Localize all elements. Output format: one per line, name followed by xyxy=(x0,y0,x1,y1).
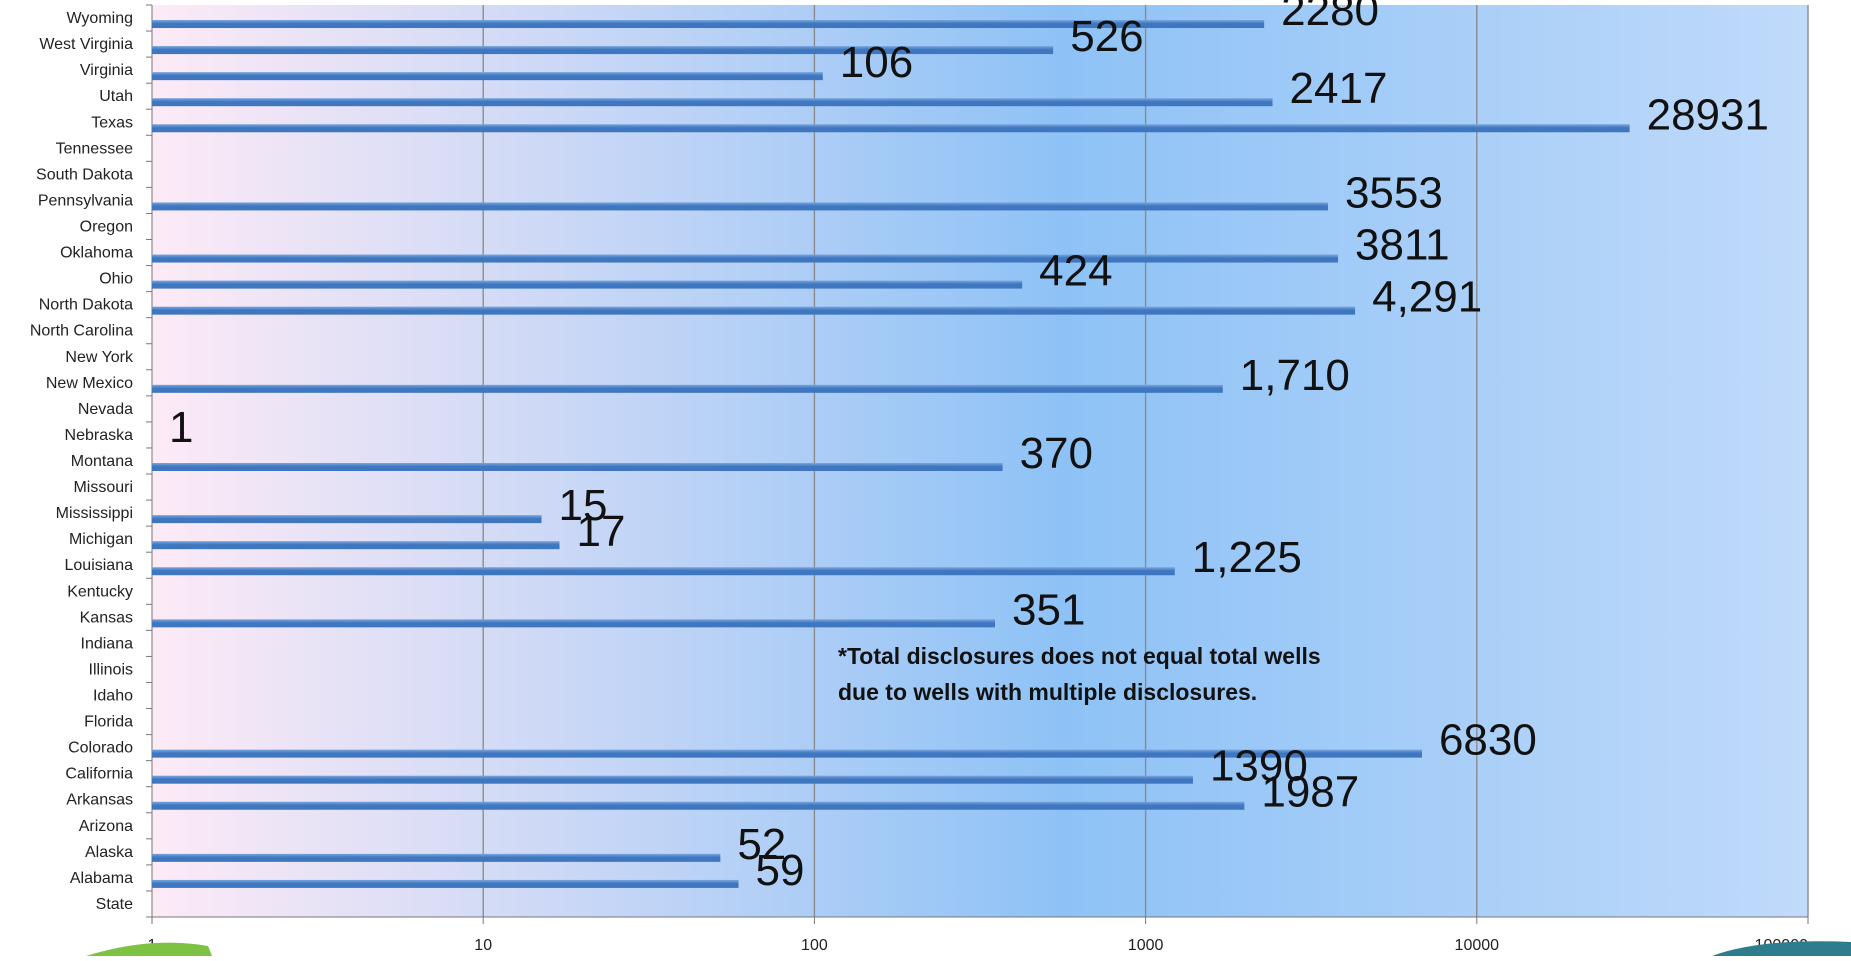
category-label: Florida xyxy=(84,714,133,731)
category-label: Virginia xyxy=(80,62,133,79)
bar xyxy=(152,749,1422,758)
data-label: 106 xyxy=(840,38,913,87)
category-label: Michigan xyxy=(69,531,133,548)
x-tick-label: 1000 xyxy=(1128,937,1164,954)
data-label: 52 xyxy=(737,820,786,869)
data-label: 370 xyxy=(1020,429,1093,478)
data-label: 2417 xyxy=(1290,64,1388,113)
category-label: Indiana xyxy=(81,635,134,652)
data-label: 1,225 xyxy=(1192,533,1302,582)
category-label: Colorado xyxy=(68,740,133,757)
category-label: Alabama xyxy=(70,870,133,887)
category-label: Mississippi xyxy=(56,505,133,522)
bar xyxy=(152,202,1328,211)
bars xyxy=(152,20,1630,888)
data-label: 15 xyxy=(559,481,608,530)
data-label: 1390 xyxy=(1210,742,1308,791)
annotation-line-2: due to wells with multiple disclosures. xyxy=(838,679,1257,705)
data-label: 526 xyxy=(1070,12,1143,61)
category-label: Idaho xyxy=(93,688,133,705)
bar xyxy=(152,567,1175,576)
bar xyxy=(152,384,1223,393)
x-tick-label: 10000 xyxy=(1455,937,1500,954)
category-label: North Carolina xyxy=(30,323,133,340)
bar xyxy=(152,306,1356,315)
data-label: 1987 xyxy=(1261,768,1359,817)
data-label: 3811 xyxy=(1355,221,1450,270)
data-label: 4,291 xyxy=(1372,273,1482,322)
category-label: Nevada xyxy=(78,401,133,418)
gridlines xyxy=(482,5,1809,917)
bar xyxy=(152,853,721,862)
plot-background xyxy=(152,5,1808,917)
category-label: Wyoming xyxy=(66,10,133,27)
data-label: 17 xyxy=(577,507,626,556)
bar xyxy=(152,98,1273,107)
data-label: 28931 xyxy=(1647,90,1769,139)
data-label: 3553 xyxy=(1345,168,1443,217)
bar xyxy=(152,72,823,81)
bar xyxy=(152,801,1245,810)
category-label: Ohio xyxy=(99,271,133,288)
category-label: Utah xyxy=(99,88,133,105)
data-label: 424 xyxy=(1039,247,1112,296)
category-label: California xyxy=(65,766,133,783)
category-label: New Mexico xyxy=(46,375,133,392)
category-label: Nebraska xyxy=(65,427,134,444)
bar xyxy=(152,46,1054,55)
bar xyxy=(152,775,1193,784)
bar xyxy=(152,254,1339,263)
annotation: *Total disclosures does not equal total … xyxy=(838,643,1321,705)
category-label: Montana xyxy=(71,453,133,470)
category-label: West Virginia xyxy=(39,36,133,53)
category-label: Oklahoma xyxy=(60,245,133,262)
annotation-line-1: *Total disclosures does not equal total … xyxy=(838,643,1321,669)
data-label: 351 xyxy=(1012,585,1085,634)
data-label: 1,710 xyxy=(1240,351,1350,400)
category-label: Texas xyxy=(91,114,133,131)
bar xyxy=(152,619,996,628)
category-label: Kentucky xyxy=(67,583,133,600)
category-label: Illinois xyxy=(89,661,133,678)
bar xyxy=(152,463,1003,471)
category-label: Pennsylvania xyxy=(38,192,133,209)
category-label: Louisiana xyxy=(65,557,134,574)
green-swoosh-decoration xyxy=(86,942,212,956)
category-label: New York xyxy=(65,349,134,366)
data-label: 6830 xyxy=(1439,716,1537,765)
footer-decoration xyxy=(86,941,1851,956)
bar xyxy=(152,280,1023,289)
teal-wave-decoration xyxy=(1712,941,1851,956)
category-label: Oregon xyxy=(80,218,133,235)
bar xyxy=(152,515,542,524)
category-label: Missouri xyxy=(73,479,133,496)
axes: 110100100010000100000StateAlabamaAlaskaA… xyxy=(30,4,1809,954)
category-label: State xyxy=(96,896,133,913)
category-label: Arkansas xyxy=(66,792,133,809)
category-label: North Dakota xyxy=(39,297,133,314)
category-label: Arizona xyxy=(79,818,133,835)
bar xyxy=(152,124,1630,133)
x-tick-label: 10 xyxy=(474,937,492,954)
bar xyxy=(152,879,739,888)
bar xyxy=(152,20,1265,29)
bar xyxy=(152,541,560,550)
category-label: Alaska xyxy=(85,844,133,861)
category-label: Tennessee xyxy=(56,140,133,157)
category-label: Kansas xyxy=(80,609,133,626)
data-label: 2280 xyxy=(1281,0,1379,35)
category-label: South Dakota xyxy=(36,166,133,183)
x-tick-label: 100 xyxy=(801,937,828,954)
data-label: 1 xyxy=(169,403,193,452)
data-label: 59 xyxy=(756,846,805,895)
